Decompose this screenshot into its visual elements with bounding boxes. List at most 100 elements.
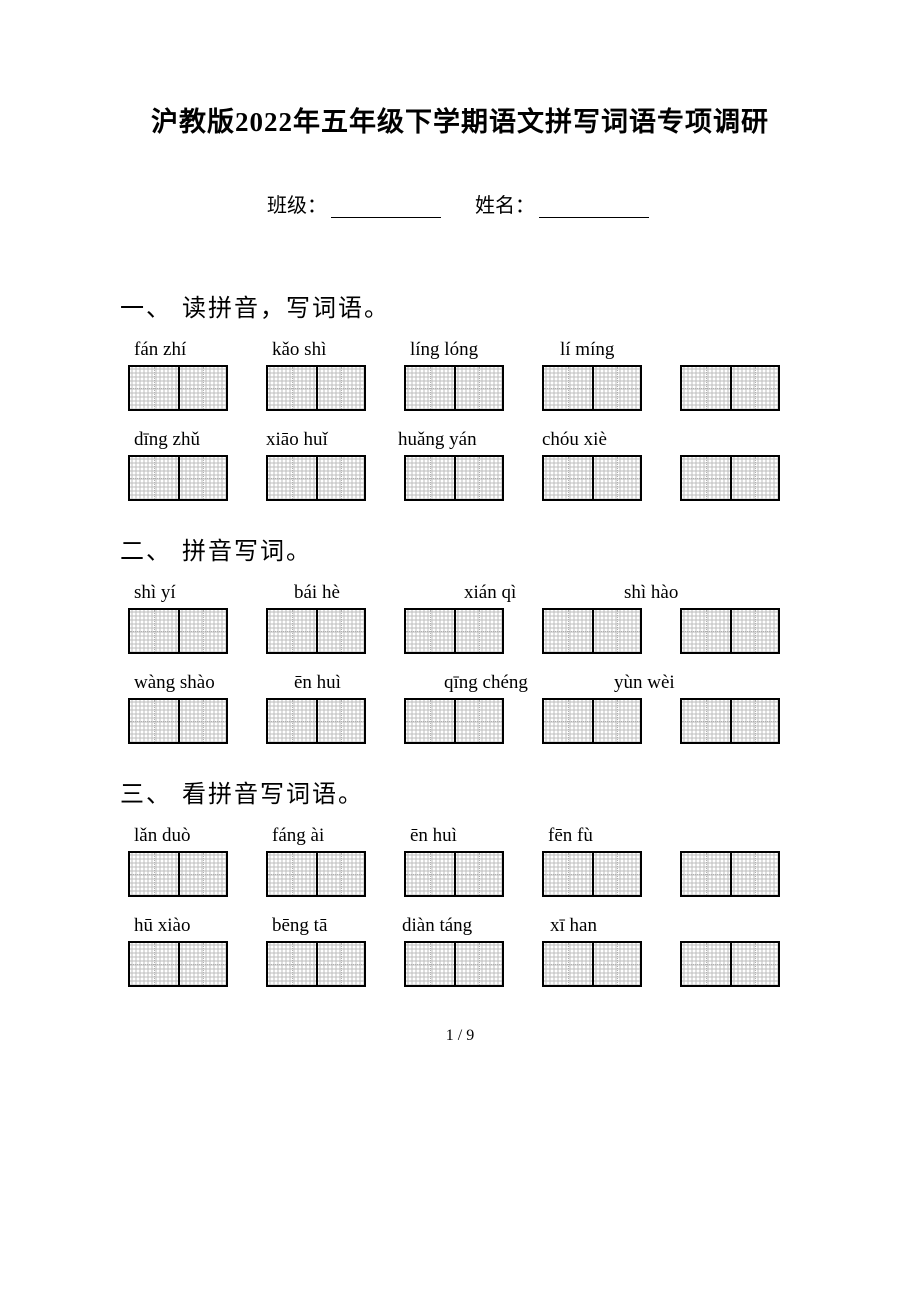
tianzi-cell[interactable] xyxy=(130,853,178,895)
name-blank[interactable] xyxy=(539,217,649,218)
tianzi-cell[interactable] xyxy=(544,700,592,742)
tianzi-box[interactable] xyxy=(128,851,228,897)
tianzi-cell[interactable] xyxy=(592,610,640,652)
pinyin-label: bái hè xyxy=(294,582,464,604)
tianzi-cell[interactable] xyxy=(268,367,316,409)
tianzi-box[interactable] xyxy=(680,608,780,654)
tianzi-cell[interactable] xyxy=(592,943,640,985)
tianzi-box[interactable] xyxy=(266,941,366,987)
tianzi-cell[interactable] xyxy=(178,943,226,985)
pinyin-label: xiāo huǐ xyxy=(266,429,398,451)
tianzi-cell[interactable] xyxy=(130,700,178,742)
tianzi-box[interactable] xyxy=(266,455,366,501)
tianzi-box[interactable] xyxy=(266,365,366,411)
tianzi-cell[interactable] xyxy=(454,853,502,895)
tianzi-cell[interactable] xyxy=(130,457,178,499)
tianzi-cell[interactable] xyxy=(268,457,316,499)
tianzi-cell[interactable] xyxy=(730,943,778,985)
tianzi-cell[interactable] xyxy=(592,457,640,499)
tianzi-cell[interactable] xyxy=(454,700,502,742)
tianzi-cell[interactable] xyxy=(730,853,778,895)
tianzi-box[interactable] xyxy=(542,455,642,501)
tianzi-cell[interactable] xyxy=(682,943,730,985)
tianzi-cell[interactable] xyxy=(268,610,316,652)
tianzi-cell[interactable] xyxy=(406,943,454,985)
tianzi-cell[interactable] xyxy=(544,943,592,985)
tianzi-cell[interactable] xyxy=(454,610,502,652)
tianzi-cell[interactable] xyxy=(130,610,178,652)
pinyin-row: shì yíbái hèxián qìshì hào xyxy=(120,582,800,604)
tianzi-cell[interactable] xyxy=(406,853,454,895)
tianzi-box[interactable] xyxy=(128,698,228,744)
tianzi-cell[interactable] xyxy=(682,610,730,652)
tianzi-box[interactable] xyxy=(128,608,228,654)
tianzi-box[interactable] xyxy=(404,851,504,897)
tianzi-box[interactable] xyxy=(266,698,366,744)
tianzi-cell[interactable] xyxy=(316,700,364,742)
tianzi-box[interactable] xyxy=(404,455,504,501)
tianzi-box[interactable] xyxy=(542,365,642,411)
tianzi-cell[interactable] xyxy=(268,700,316,742)
tianzi-cell[interactable] xyxy=(406,457,454,499)
tianzi-cell[interactable] xyxy=(268,943,316,985)
tianzi-box[interactable] xyxy=(128,455,228,501)
tianzi-box[interactable] xyxy=(680,365,780,411)
tianzi-cell[interactable] xyxy=(730,700,778,742)
tianzi-box[interactable] xyxy=(128,941,228,987)
tianzi-cell[interactable] xyxy=(544,457,592,499)
section-heading: 三、看拼音写词语。 xyxy=(120,774,800,809)
pinyin-label: xī han xyxy=(550,915,670,937)
tianzi-box[interactable] xyxy=(404,698,504,744)
tianzi-box[interactable] xyxy=(680,851,780,897)
tianzi-cell[interactable] xyxy=(316,943,364,985)
tianzi-cell[interactable] xyxy=(682,367,730,409)
tianzi-cell[interactable] xyxy=(268,853,316,895)
tianzi-cell[interactable] xyxy=(730,610,778,652)
tianzi-cell[interactable] xyxy=(682,457,730,499)
tianzi-box[interactable] xyxy=(404,608,504,654)
tianzi-cell[interactable] xyxy=(316,610,364,652)
tianzi-cell[interactable] xyxy=(316,457,364,499)
tianzi-cell[interactable] xyxy=(406,700,454,742)
tianzi-cell[interactable] xyxy=(682,700,730,742)
tianzi-box[interactable] xyxy=(542,851,642,897)
pinyin-label: huǎng yán xyxy=(398,429,542,451)
tianzi-box[interactable] xyxy=(542,608,642,654)
tianzi-box[interactable] xyxy=(542,698,642,744)
tianzi-box[interactable] xyxy=(404,365,504,411)
boxes-row xyxy=(120,455,800,501)
tianzi-cell[interactable] xyxy=(316,367,364,409)
tianzi-cell[interactable] xyxy=(178,610,226,652)
tianzi-box[interactable] xyxy=(128,365,228,411)
tianzi-cell[interactable] xyxy=(178,367,226,409)
tianzi-box[interactable] xyxy=(266,608,366,654)
tianzi-cell[interactable] xyxy=(406,367,454,409)
class-blank[interactable] xyxy=(331,217,441,218)
tianzi-cell[interactable] xyxy=(454,457,502,499)
tianzi-cell[interactable] xyxy=(178,457,226,499)
tianzi-cell[interactable] xyxy=(454,367,502,409)
tianzi-box[interactable] xyxy=(542,941,642,987)
tianzi-cell[interactable] xyxy=(544,853,592,895)
tianzi-box[interactable] xyxy=(680,941,780,987)
tianzi-cell[interactable] xyxy=(178,700,226,742)
name-label: 姓名： xyxy=(475,195,535,217)
tianzi-cell[interactable] xyxy=(730,457,778,499)
tianzi-box[interactable] xyxy=(680,455,780,501)
tianzi-cell[interactable] xyxy=(178,853,226,895)
tianzi-box[interactable] xyxy=(404,941,504,987)
tianzi-cell[interactable] xyxy=(544,610,592,652)
tianzi-box[interactable] xyxy=(680,698,780,744)
tianzi-cell[interactable] xyxy=(130,943,178,985)
tianzi-box[interactable] xyxy=(266,851,366,897)
tianzi-cell[interactable] xyxy=(316,853,364,895)
tianzi-cell[interactable] xyxy=(592,700,640,742)
tianzi-cell[interactable] xyxy=(592,853,640,895)
tianzi-cell[interactable] xyxy=(592,367,640,409)
tianzi-cell[interactable] xyxy=(730,367,778,409)
tianzi-cell[interactable] xyxy=(682,853,730,895)
tianzi-cell[interactable] xyxy=(544,367,592,409)
tianzi-cell[interactable] xyxy=(454,943,502,985)
tianzi-cell[interactable] xyxy=(130,367,178,409)
tianzi-cell[interactable] xyxy=(406,610,454,652)
